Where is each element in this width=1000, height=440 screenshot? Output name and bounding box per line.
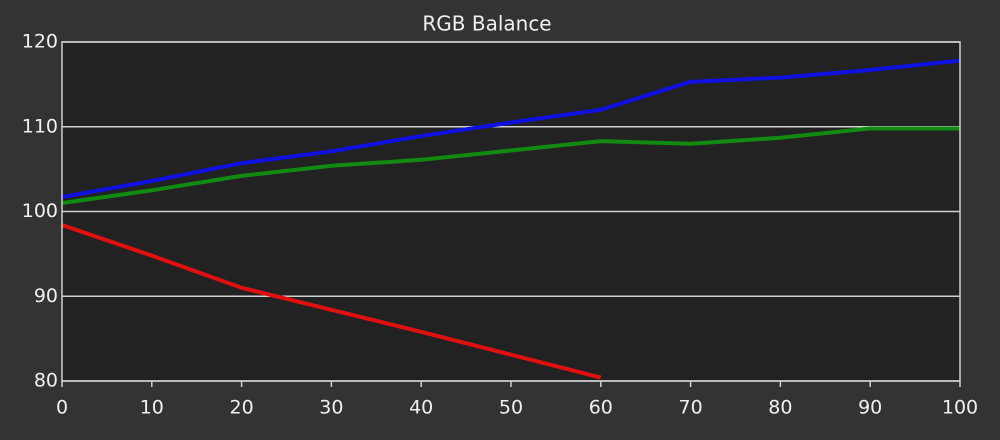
y-tick-label: 120 [22,31,58,53]
y-tick-label: 110 [22,115,58,137]
x-tick-label: 20 [230,397,254,419]
x-tick-label: 70 [679,397,703,419]
series-line [62,58,960,200]
y-tick-label: 90 [34,285,58,307]
x-tick-label: 60 [589,397,613,419]
chart-title: RGB Balance [422,12,551,36]
x-tick-label: 100 [942,397,978,419]
plot-border [61,41,961,382]
x-tick-label: 30 [319,397,343,419]
x-tick-label: 10 [140,397,164,419]
series-line [62,126,960,206]
y-tick-label: 80 [34,370,58,392]
series-group [62,58,960,380]
x-tick-label: 0 [56,397,68,419]
x-tick-label: 40 [409,397,433,419]
x-tick-label: 50 [499,397,523,419]
series-line [62,223,602,380]
x-tick-label: 80 [768,397,792,419]
x-tick-label: 90 [858,397,882,419]
y-tick-label: 100 [22,200,58,222]
